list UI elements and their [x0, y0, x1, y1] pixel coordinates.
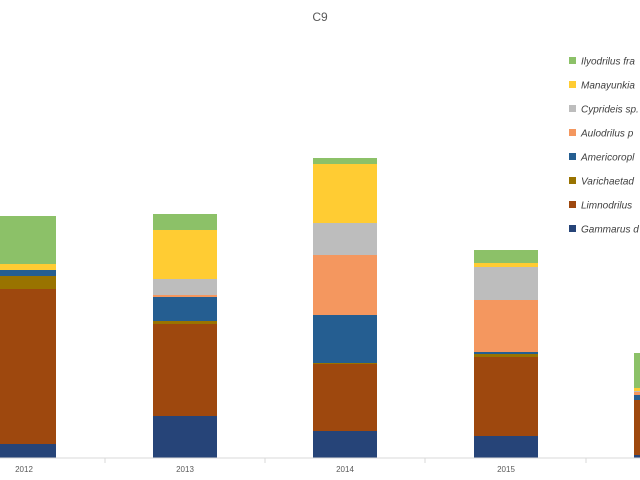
bar-segment: [153, 297, 217, 321]
legend-label: Aulodrilus p: [580, 129, 634, 140]
legend-swatch: [569, 105, 576, 112]
bar-segment: [634, 353, 640, 388]
bar-segment: [153, 279, 217, 295]
bar-segment: [153, 324, 217, 416]
bar-segment: [313, 364, 377, 431]
bar-segment: [474, 352, 538, 354]
bar-segment: [474, 357, 538, 436]
bar-segment: [153, 230, 217, 279]
x-tick-label: 2014: [336, 465, 354, 474]
legend-label: Manayunkia: [581, 81, 635, 92]
bar-segment: [313, 363, 377, 364]
legend-label: Gammarus d: [581, 225, 639, 236]
bar-segment: [0, 289, 56, 444]
bar-segment: [313, 315, 377, 363]
legend-swatch: [569, 129, 576, 136]
legend-swatch: [569, 153, 576, 160]
bar-segment: [634, 388, 640, 391]
x-tick-label: 2015: [497, 465, 515, 474]
bar-segment: [0, 270, 56, 276]
bar-segment: [474, 263, 538, 267]
bar-segment: [313, 164, 377, 223]
bar-segment: [153, 416, 217, 458]
x-tick-label: 2013: [176, 465, 194, 474]
bar-segment: [634, 395, 640, 400]
legend-label: Ilyodrilus fra: [581, 57, 635, 68]
bar-segment: [634, 391, 640, 392]
bar-segment: [474, 354, 538, 357]
legend-swatch: [569, 57, 576, 64]
x-tick-label: 2012: [15, 465, 33, 474]
bar-segment: [153, 321, 217, 324]
bar-segment: [313, 431, 377, 458]
bar-segment: [634, 455, 640, 458]
bar-segment: [474, 300, 538, 352]
bar-segment: [634, 400, 640, 455]
legend-label: Americoropl: [580, 153, 635, 164]
bar-segment: [474, 436, 538, 458]
bar-segment: [153, 214, 217, 230]
legend-swatch: [569, 201, 576, 208]
bar-segment: [474, 267, 538, 300]
bar-segment: [0, 444, 56, 458]
legend-label: Limnodrilus: [581, 201, 632, 212]
bar-segment: [153, 295, 217, 297]
legend-swatch: [569, 81, 576, 88]
legend: Ilyodrilus fra Manayunkia Cyprideis sp. Aul…: [569, 57, 639, 236]
bar-segment: [0, 264, 56, 270]
legend-label: Varichaetad: [581, 177, 634, 188]
bar-segment: [313, 158, 377, 164]
legend-label: Cyprideis sp.: [581, 105, 639, 116]
legend-swatch: [569, 177, 576, 184]
bars-layer: [0, 158, 640, 458]
legend-swatch: [569, 225, 576, 232]
bar-segment: [634, 392, 640, 395]
x-axis: 2012 2013 2014 2015: [0, 457, 640, 474]
bar-segment: [474, 250, 538, 263]
bar-segment: [313, 255, 377, 315]
bar-segment: [0, 276, 56, 289]
bar-segment: [0, 216, 56, 264]
bar-segment: [313, 223, 377, 255]
chart-title: C9: [312, 10, 328, 24]
